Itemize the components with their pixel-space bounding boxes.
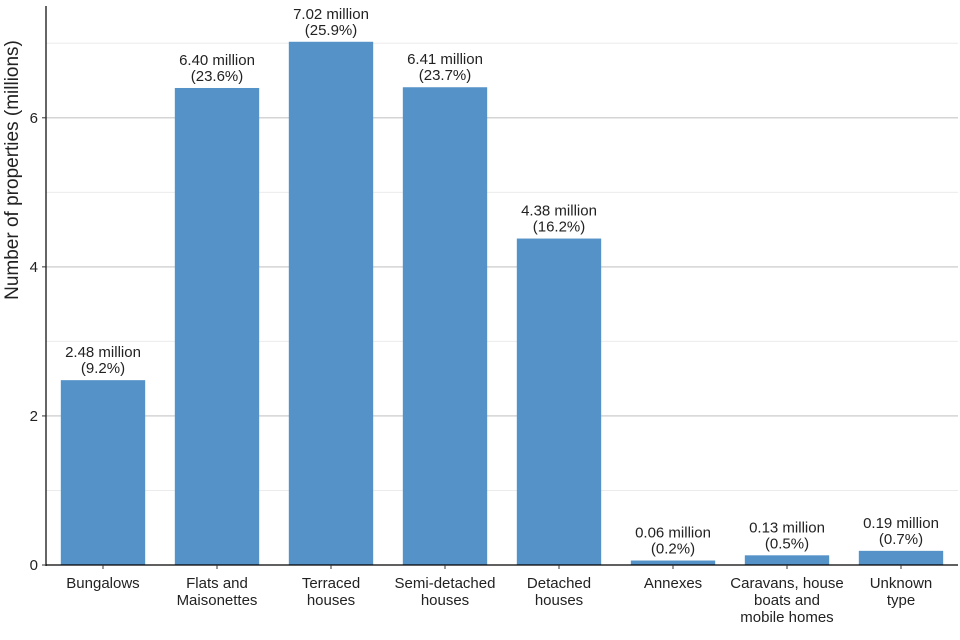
category-label: Detached houses <box>527 575 591 609</box>
bars <box>60 41 944 565</box>
bar <box>60 380 146 565</box>
y-axis-title: Number of properties (millions) <box>2 40 23 300</box>
category-label: Annexes <box>644 575 702 592</box>
data-labels: 2.48 million (9.2%) 6.40 million (23.6%) 7.0… <box>65 6 939 558</box>
y-tick-label: 4 <box>30 259 38 276</box>
bar <box>288 41 374 565</box>
bar <box>630 560 716 565</box>
bar <box>858 550 944 565</box>
data-label: 0.13 million (0.5%) <box>749 519 825 552</box>
bar <box>516 238 602 565</box>
category-label: Flats and Maisonettes <box>177 575 258 609</box>
data-label: 6.40 million (23.6%) <box>179 52 255 85</box>
category-label: Semi-detached houses <box>395 575 496 609</box>
y-tick-label: 6 <box>30 110 38 127</box>
y-tick-label: 0 <box>30 557 38 574</box>
bar <box>744 555 830 565</box>
data-label: 4.38 million (16.2%) <box>521 203 597 236</box>
category-label: Caravans, house boats and mobile homes <box>730 575 843 626</box>
data-label: 2.48 million (9.2%) <box>65 344 141 377</box>
category-label: Bungalows <box>66 575 139 592</box>
bar <box>402 87 488 565</box>
data-label: 0.19 million (0.7%) <box>863 515 939 548</box>
category-label: Terraced houses <box>302 575 360 609</box>
y-tick-label: 2 <box>30 408 38 425</box>
data-label: 6.41 million (23.7%) <box>407 51 483 84</box>
bar <box>174 87 260 565</box>
category-labels: Bungalows Flats and Maisonettes Terraced hou… <box>66 565 932 626</box>
data-label: 7.02 million (25.9%) <box>293 6 369 39</box>
data-label: 0.06 million (0.2%) <box>635 525 711 558</box>
category-label: Unknown type <box>870 575 933 609</box>
y-tick-labels: 0 2 4 6 <box>30 110 46 574</box>
axes <box>45 6 958 566</box>
